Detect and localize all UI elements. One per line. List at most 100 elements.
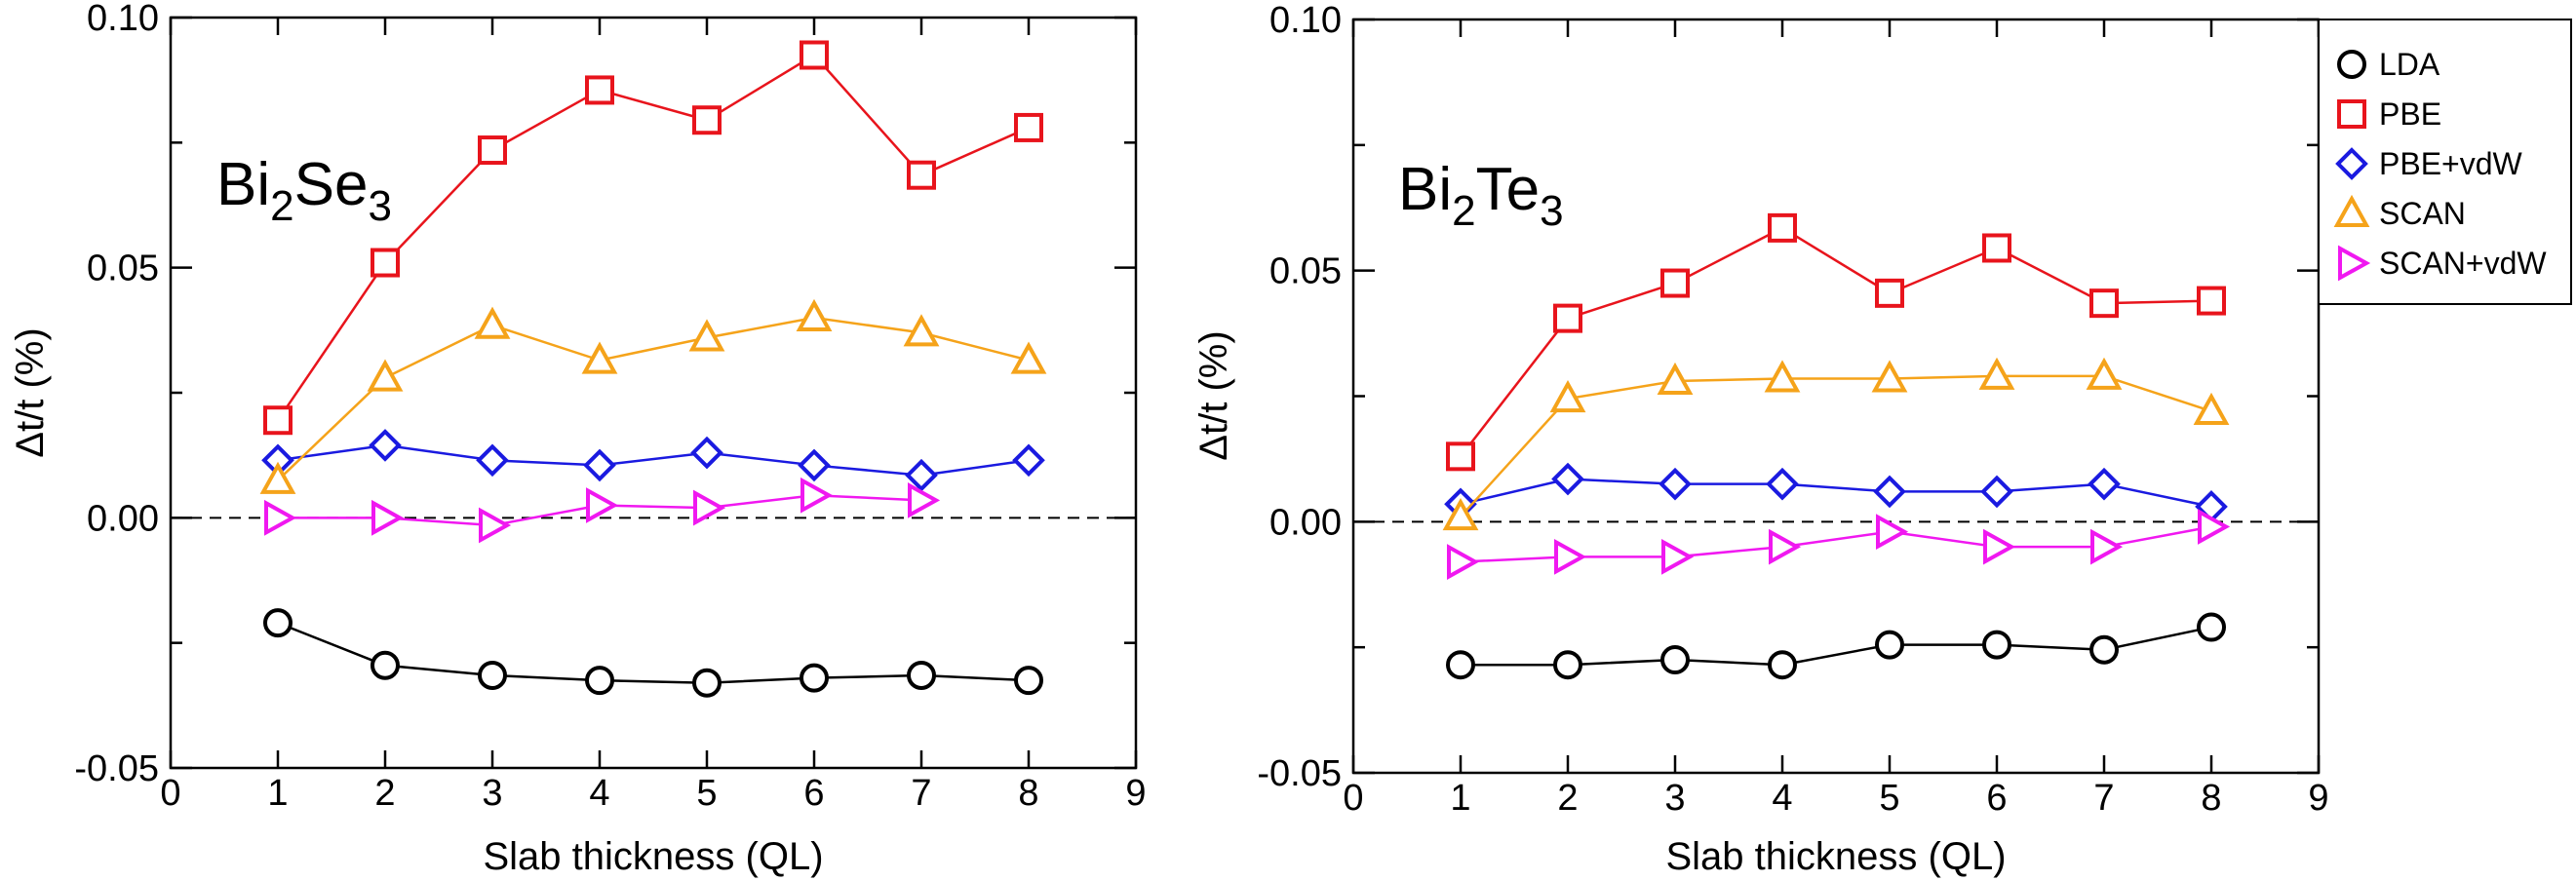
- data-point-scan: [796, 298, 833, 331]
- series-pbe: [263, 40, 1043, 436]
- series-line-scan: [1460, 374, 2212, 518]
- data-point-scan-vdw: [1447, 544, 1480, 580]
- series-line-scan: [277, 316, 1030, 481]
- series-scan-vdw: [1447, 509, 2231, 580]
- data-point-scan: [474, 306, 511, 339]
- data-point-scan-vdw: [1661, 539, 1695, 575]
- data-point-pbe-vdw: [1012, 443, 1045, 478]
- x-tick-label: 7: [911, 773, 931, 814]
- data-point-lda: [2089, 634, 2119, 665]
- legend-marker-pbe-vdw: [2335, 147, 2368, 180]
- x-tick-label: 2: [374, 773, 395, 814]
- data-point-pbe: [2089, 288, 2119, 319]
- data-point-lda: [2197, 612, 2226, 642]
- x-tick-label: 1: [1450, 778, 1470, 819]
- tick-labels: 0 1 2 3 4 5 6 7 8 9 -0.05 0.00 0.05 0.10: [1257, 0, 2328, 819]
- y-tick-label: 0.00: [1269, 502, 1342, 543]
- x-tick-label: 7: [2093, 778, 2114, 819]
- data-point-scan: [259, 461, 296, 494]
- x-tick-label: 4: [589, 773, 609, 814]
- data-point-lda: [371, 650, 400, 680]
- data-point-scan: [1871, 360, 1908, 393]
- plot-frame: [1351, 18, 2321, 775]
- data-point-pbe-vdw: [1980, 475, 2013, 509]
- data-point-scan-vdw: [479, 507, 512, 544]
- y-tick-label: 0.10: [87, 0, 159, 39]
- series-lda: [263, 608, 1043, 698]
- data-point-pbe-vdw: [583, 448, 616, 482]
- title-part: Te: [1476, 156, 1540, 223]
- y-axis-label: Δt/t (%): [9, 327, 52, 457]
- data-point-lda: [907, 661, 936, 691]
- series-pbe: [1446, 212, 2226, 472]
- data-point-pbe-vdw: [369, 429, 402, 462]
- panel-bi2te3: 0 1 2 3 4 5 6 7 8 9 -0.05 0.00 0.05 0.10 Slab thickne…: [1192, 0, 2329, 878]
- x-tick-label: 2: [1557, 778, 1578, 819]
- series-group: [259, 40, 1047, 698]
- y-axis-label: Δt/t (%): [1192, 330, 1235, 460]
- axis-ticks: [169, 16, 1138, 770]
- series-scan-vdw: [264, 477, 941, 544]
- data-point-pbe: [371, 248, 400, 278]
- data-point-pbe: [1768, 212, 1797, 243]
- series-pbe-vdw: [1444, 462, 2228, 523]
- x-tick-label: 3: [1664, 778, 1685, 819]
- legend-label-pbe-vdw: PBE+vdW: [2379, 146, 2523, 181]
- legend-marker-scan-vdw: [2338, 245, 2371, 282]
- y-tick-label: 0.10: [1269, 0, 1342, 41]
- data-point-scan: [1010, 341, 1047, 374]
- legend: LDA PBE PBE+vdW SCAN SCAN+vdW: [2318, 19, 2572, 305]
- data-point-pbe: [1982, 233, 2011, 263]
- series-group: [1442, 212, 2231, 680]
- series-line-pbe: [1460, 226, 2212, 458]
- title-part: Bi: [1398, 156, 1452, 223]
- x-tick-label: 5: [696, 773, 717, 814]
- data-point-pbe: [907, 160, 936, 190]
- data-point-scan-vdw: [2198, 509, 2231, 545]
- legend-label-lda: LDA: [2379, 47, 2440, 82]
- data-point-pbe-vdw: [1766, 467, 1799, 501]
- data-point-pbe: [1446, 441, 1475, 472]
- data-point-pbe: [1553, 303, 1582, 333]
- data-point-lda: [1014, 666, 1043, 696]
- x-tick-label: 6: [803, 773, 824, 814]
- data-point-lda: [585, 666, 614, 696]
- legend-label-scan: SCAN: [2379, 196, 2466, 231]
- data-point-scan: [1442, 498, 1479, 531]
- series-line-pbe-vdw: [277, 443, 1030, 477]
- title-subscript: 2: [270, 182, 293, 230]
- y-tick-label: 0.00: [87, 498, 159, 539]
- data-point-pbe-vdw: [476, 443, 509, 478]
- data-point-scan-vdw: [264, 499, 297, 536]
- legend-marker-lda: [2337, 50, 2366, 79]
- x-tick-label: 5: [1879, 778, 1899, 819]
- x-axis-label: Slab thickness (QL): [483, 835, 823, 878]
- x-tick-label: 8: [2201, 778, 2221, 819]
- data-point-lda: [1875, 630, 1904, 660]
- x-tick-label: 9: [2308, 778, 2328, 819]
- series-line-pbe-vdw: [1460, 478, 2212, 509]
- series-line-lda: [1461, 626, 2212, 667]
- y-tick-label: 0.05: [87, 249, 159, 289]
- series-pbe-vdw: [261, 429, 1045, 492]
- title-subscript: 3: [368, 182, 391, 230]
- data-point-pbe-vdw: [798, 448, 831, 482]
- x-tick-label: 1: [267, 773, 288, 814]
- data-point-scan-vdw: [1769, 528, 1802, 565]
- data-point-pbe: [1014, 112, 1043, 142]
- data-point-scan: [903, 314, 940, 347]
- data-point-scan-vdw: [2090, 528, 2124, 565]
- x-axis-label: Slab thickness (QL): [1665, 835, 2006, 878]
- data-point-scan-vdw: [693, 489, 726, 526]
- x-tick-label: 0: [160, 773, 180, 814]
- data-point-scan-vdw: [1876, 514, 1909, 551]
- data-point-scan: [688, 319, 725, 352]
- data-point-pbe: [1660, 268, 1690, 298]
- legend-marker-scan: [2333, 194, 2370, 227]
- data-point-pbe: [1875, 278, 1904, 308]
- data-point-scan: [1657, 362, 1694, 396]
- data-point-lda: [800, 663, 829, 693]
- x-tick-label: 8: [1018, 773, 1038, 814]
- data-point-scan: [1549, 379, 1586, 413]
- data-point-scan: [1764, 360, 1801, 393]
